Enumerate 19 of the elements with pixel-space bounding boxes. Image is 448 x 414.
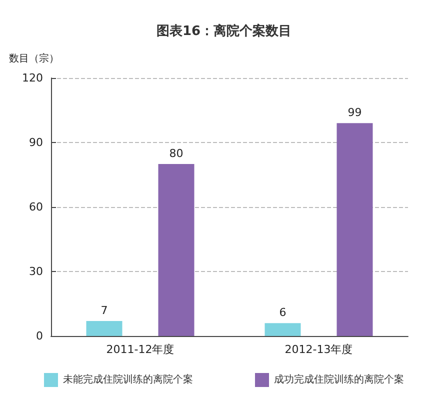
x-tick-label: 2011-12年度 bbox=[106, 343, 174, 356]
data-label: 99 bbox=[348, 106, 362, 120]
y-tick-label: 60 bbox=[29, 200, 43, 214]
legend-label: 未能完成住院训练的离院个案 bbox=[63, 374, 193, 386]
y-tick-label: 120 bbox=[22, 72, 43, 84]
x-tick-label: 2012-13年度 bbox=[284, 343, 353, 356]
y-axis-title: 数目（宗） bbox=[9, 52, 59, 64]
bar bbox=[264, 323, 301, 336]
bar bbox=[336, 123, 373, 336]
data-label: 7 bbox=[100, 304, 108, 317]
y-tick-label: 90 bbox=[29, 136, 43, 149]
data-label: 80 bbox=[169, 147, 184, 160]
chart-title: 图表16：离院个案数目 bbox=[156, 23, 292, 39]
data-label: 6 bbox=[279, 306, 286, 320]
legend-label: 成功完成住院训练的离院个案 bbox=[274, 374, 404, 386]
bar bbox=[86, 320, 122, 336]
y-tick-label: 0 bbox=[36, 330, 43, 342]
bar bbox=[158, 164, 194, 336]
y-tick-label: 30 bbox=[29, 265, 43, 278]
